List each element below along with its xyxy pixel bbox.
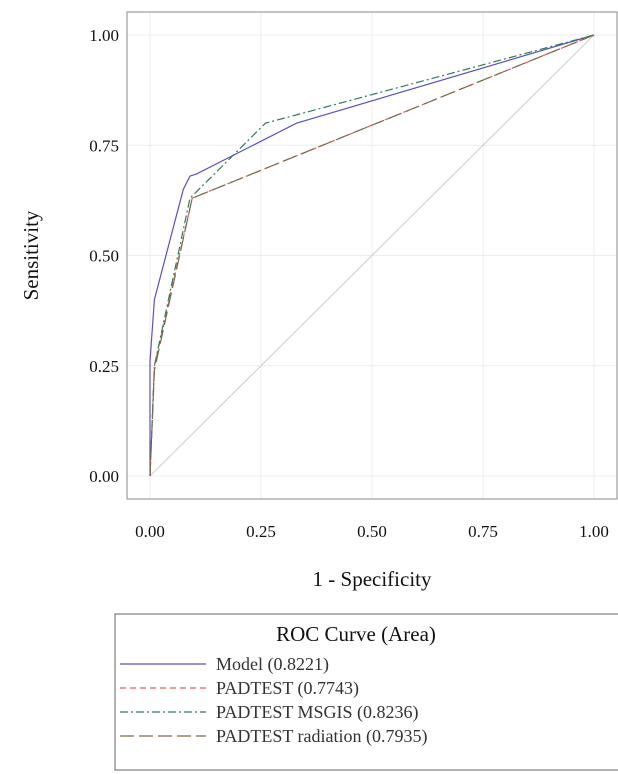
x-axis-label: 1 - Specificity bbox=[313, 567, 432, 591]
legend-label-1: PADTEST (0.7743) bbox=[216, 678, 359, 699]
series-line-0 bbox=[149, 34, 595, 476]
y-axis-label: Sensitivity bbox=[19, 210, 43, 300]
legend-box bbox=[114, 613, 618, 771]
legend-title: ROC Curve (Area) bbox=[276, 622, 436, 646]
x-tick-labels: 0.00 0.25 0.50 0.75 1.00 bbox=[135, 522, 609, 541]
plot-frame bbox=[126, 11, 618, 500]
y-tick-label: 0.50 bbox=[89, 247, 119, 266]
x-tick-label: 1.00 bbox=[579, 522, 609, 541]
y-tick-label: 0.25 bbox=[89, 357, 119, 376]
y-tick-label: 1.00 bbox=[89, 26, 119, 45]
legend-items: Model (0.8221) PADTEST (0.7743) PADTEST MS… bbox=[120, 654, 428, 747]
x-tick-label: 0.75 bbox=[468, 522, 498, 541]
reference-line bbox=[149, 34, 595, 477]
y-tick-label: 0.00 bbox=[89, 467, 119, 486]
x-tick-label: 0.50 bbox=[357, 522, 387, 541]
legend: ROC Curve (Area) Model (0.8221) PADTEST (… bbox=[114, 613, 618, 771]
legend-label-3: PADTEST radiation (0.7935) bbox=[216, 726, 428, 747]
y-tick-label: 0.75 bbox=[89, 136, 119, 155]
x-tick-label: 0.25 bbox=[246, 522, 276, 541]
legend-label-2: PADTEST MSGIS (0.8236) bbox=[216, 702, 419, 723]
series-line-3 bbox=[149, 34, 595, 477]
x-tick-label: 0.00 bbox=[135, 522, 165, 541]
series-group bbox=[149, 34, 595, 477]
grid bbox=[127, 12, 617, 499]
reference-diagonal bbox=[149, 34, 595, 477]
series-line-2 bbox=[149, 34, 595, 477]
legend-label-0: Model (0.8221) bbox=[216, 654, 329, 675]
y-tick-labels: 0.00 0.25 0.50 0.75 1.00 bbox=[89, 26, 119, 486]
